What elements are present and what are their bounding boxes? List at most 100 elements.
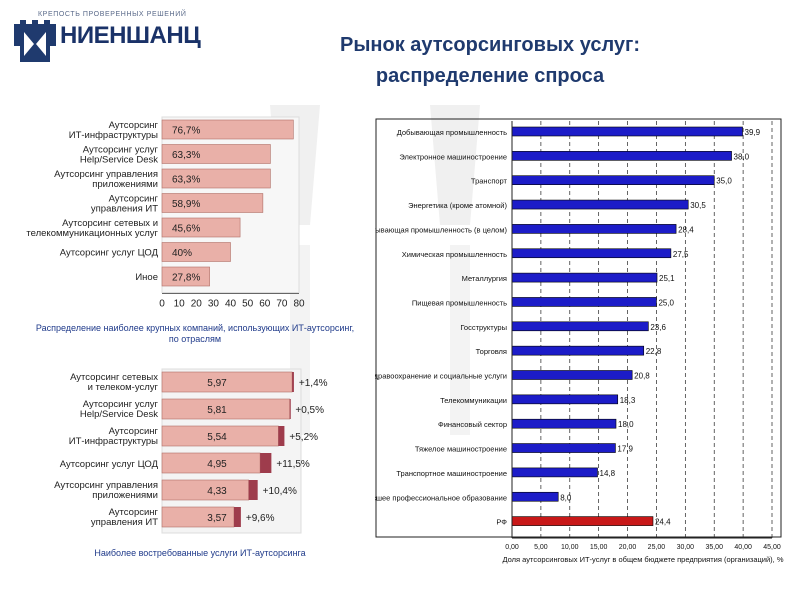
- data-label: 24,4: [655, 518, 671, 527]
- bar: [511, 345, 645, 356]
- tick-label: 0: [159, 299, 165, 310]
- caption-chart-demand: Наиболее востребованные услуги ИТ-аутсор…: [94, 548, 306, 558]
- data-label: 38,0: [734, 152, 750, 161]
- growth-label: +0,5%: [295, 405, 324, 416]
- tick-label: 5,00: [534, 544, 548, 551]
- tick-label: 50: [242, 299, 254, 310]
- category-label: Аутсорсинг услуг ЦОД: [60, 248, 159, 259]
- data-label: 5,54: [207, 432, 227, 443]
- data-label: 18,3: [620, 396, 636, 405]
- bar: [511, 516, 654, 526]
- category-label: Аутсорсинг управления: [54, 480, 158, 491]
- category-label: Аутсорсинг услуг: [83, 399, 159, 410]
- tick-label: 45,00: [763, 544, 781, 551]
- chart-frame: [375, 118, 782, 538]
- bar: [161, 479, 249, 501]
- bar: [161, 217, 241, 238]
- data-label: 25,0: [658, 298, 674, 307]
- category-label: и телеком-услуг: [88, 382, 159, 393]
- data-label: 35,0: [716, 177, 732, 186]
- category-label: Транспорт: [471, 177, 508, 186]
- category-label: Help/Service Desk: [80, 155, 158, 166]
- category-label: Химическая промышленность: [402, 250, 507, 259]
- logo-name: НИЕНШАНЦ: [60, 22, 201, 49]
- page-title: Рынок аутсорсинговых услуг: распределени…: [300, 30, 680, 92]
- caption-chart-usage: Распределение наиболее крупных компаний,…: [35, 323, 355, 344]
- category-label: Аутсорсинг: [109, 426, 159, 437]
- category-label: Аутсорсинг: [109, 194, 159, 205]
- bar: [511, 394, 619, 405]
- category-label: Пищевая промышленность: [412, 298, 507, 307]
- category-label: Аутсорсинг: [109, 120, 159, 131]
- plot-area: [161, 368, 302, 534]
- growth-label: +10,4%: [263, 486, 297, 497]
- category-label: Транспортное машиностроение: [396, 469, 507, 478]
- tick-label: 40: [225, 299, 237, 310]
- category-label: Госструктуры: [460, 323, 507, 332]
- bar: [161, 371, 293, 393]
- tick-label: 0,00: [505, 544, 519, 551]
- data-label: 27,5: [673, 250, 689, 259]
- data-label: 58,9%: [172, 199, 200, 210]
- category-label: Аутсорсинг услуг: [83, 145, 159, 156]
- bar: [161, 193, 264, 213]
- data-label: 22,8: [646, 347, 662, 356]
- tick-label: 60: [259, 299, 271, 310]
- bar-growth-segment: [248, 480, 258, 500]
- bar-growth-segment: [292, 372, 294, 392]
- data-label: 25,1: [659, 274, 675, 283]
- bar: [161, 266, 210, 287]
- data-label: 23,6: [650, 323, 666, 332]
- growth-label: +9,6%: [246, 513, 275, 524]
- category-label: управления ИТ: [91, 204, 158, 215]
- chart-outsourcing-usage: 76,7%АутсорсингИТ-инфраструктуры63,3%Аут…: [26, 116, 305, 310]
- category-label: РФ: [496, 518, 507, 527]
- category-label: Высшее профессиональное образование: [375, 493, 507, 502]
- tick-label: 25,00: [648, 544, 666, 551]
- tick-label: 40,00: [734, 544, 752, 551]
- data-label: 30,5: [690, 201, 706, 210]
- data-label: 4,33: [207, 486, 227, 497]
- category-label: Энергетика (кроме атомной): [408, 201, 507, 210]
- bar-growth-segment: [278, 426, 285, 446]
- category-label: Аутсорсинг сетевых: [70, 372, 158, 383]
- bar: [511, 491, 559, 502]
- bar-growth-segment: [233, 507, 241, 527]
- category-label: Металлургия: [462, 274, 507, 283]
- fortress-logo-icon: [14, 20, 56, 62]
- category-label: ИТ-инфраструктуры: [69, 436, 158, 447]
- category-label: Иное: [135, 272, 158, 283]
- bar: [511, 248, 672, 259]
- data-label: 63,3%: [172, 150, 200, 161]
- data-label: 45,6%: [172, 224, 200, 235]
- growth-label: +11,5%: [276, 459, 310, 470]
- category-label: приложениями: [92, 179, 158, 190]
- tick-label: 15,00: [590, 544, 608, 551]
- bar: [511, 370, 633, 380]
- data-label: 18,0: [618, 420, 634, 429]
- data-label: 3,57: [207, 513, 227, 524]
- category-label: Обрабатывающая промышленность (в целом): [375, 225, 507, 234]
- category-label: Аутсорсинг услуг ЦОД: [60, 459, 159, 470]
- category-label: Аутсорсинг сетевых и: [62, 218, 158, 229]
- data-label: 20,8: [634, 372, 650, 381]
- data-label: 17,9: [617, 445, 633, 454]
- data-label: 27,8%: [172, 273, 200, 284]
- data-label: 76,7%: [172, 126, 200, 137]
- category-label: телекоммуникационных услуг: [26, 228, 158, 239]
- tick-label: 10: [174, 299, 186, 310]
- tick-label: 10,00: [561, 544, 579, 551]
- bar: [511, 126, 743, 137]
- bar: [511, 199, 689, 210]
- logo-tagline: КРЕПОСТЬ ПРОВЕРЕННЫХ РЕШЕНИЙ: [38, 11, 187, 18]
- category-label: приложениями: [92, 490, 158, 501]
- data-label: 63,3%: [172, 175, 200, 186]
- data-label: 40%: [172, 248, 192, 259]
- data-label: 39,9: [745, 128, 761, 137]
- category-label: Аутсорсинг управления: [54, 169, 158, 180]
- data-label: 5,97: [207, 378, 227, 389]
- category-label: Финансовый сектор: [438, 420, 507, 429]
- category-label: Добывающая промышленность: [397, 128, 507, 137]
- category-label: Тяжелое машиностроение: [415, 445, 507, 454]
